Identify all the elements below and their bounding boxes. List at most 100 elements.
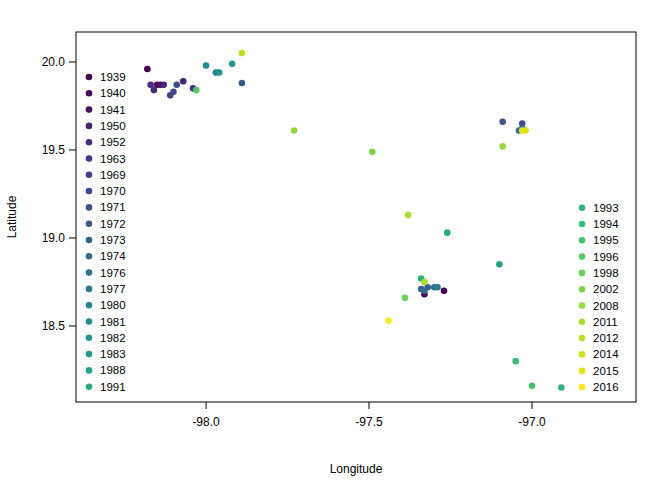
points: [144, 50, 565, 391]
y-tick: [69, 61, 76, 62]
legend-label: 1939: [100, 71, 126, 83]
legend-label: 1994: [593, 218, 619, 230]
point: [147, 82, 154, 89]
legend-swatch: [86, 172, 93, 179]
point: [405, 212, 412, 219]
legend-label: 1940: [100, 87, 126, 99]
point: [385, 317, 392, 324]
plot-frame: [76, 32, 636, 402]
legend-label: 1980: [100, 299, 126, 311]
legend-label: 1971: [100, 201, 126, 213]
point: [369, 148, 376, 155]
legend-label: 2008: [593, 300, 619, 312]
point: [170, 89, 177, 96]
y-axis-label: Latitude: [5, 195, 19, 238]
legend-label: 2011: [593, 316, 618, 328]
y-tick: [69, 325, 76, 326]
point: [421, 279, 428, 286]
y-tick-label: 19.0: [42, 231, 66, 245]
x-tick: [369, 402, 370, 409]
legend-label: 1988: [100, 364, 126, 376]
x-tick-label: -97.5: [355, 415, 383, 429]
legend-swatch: [86, 74, 93, 81]
y-tick: [69, 237, 76, 238]
legend-swatch: [579, 367, 586, 374]
legend-label: 2014: [593, 348, 619, 360]
point: [402, 294, 409, 301]
legend-swatch: [579, 253, 586, 260]
legend-label: 1974: [100, 250, 126, 262]
legend-swatch: [579, 221, 586, 228]
y-tick-label: 18.5: [42, 319, 66, 333]
legend-swatch: [86, 106, 93, 113]
point: [421, 287, 428, 294]
x-tick-label: -98.0: [192, 415, 220, 429]
point: [499, 118, 506, 125]
legend-swatch: [579, 237, 586, 244]
legend-swatch: [86, 188, 93, 195]
legend-swatch: [86, 90, 93, 97]
legend-label: 1998: [593, 267, 619, 279]
legend-label: 2012: [593, 332, 619, 344]
point: [434, 284, 441, 291]
point: [441, 287, 448, 294]
legend-label: 1941: [100, 104, 126, 116]
point: [512, 358, 519, 365]
point: [519, 127, 526, 134]
legend-swatch: [579, 270, 586, 277]
point: [529, 383, 536, 390]
legend-label: 1976: [100, 267, 126, 279]
point: [239, 80, 246, 87]
point: [499, 143, 506, 150]
legend-label: 1982: [100, 332, 126, 344]
legend-swatch: [579, 204, 586, 211]
legend-swatch: [86, 155, 93, 162]
legend-swatch: [579, 302, 586, 309]
legend-label: 1996: [593, 251, 619, 263]
legend-swatch: [86, 367, 93, 374]
legend-label: 1952: [100, 136, 126, 148]
chart: -98.0-97.5-97.018.519.019.520.0Longitude…: [0, 0, 672, 480]
legend-label: 2016: [593, 381, 619, 393]
legend-swatch: [86, 383, 93, 390]
legend-swatch: [86, 204, 93, 211]
legend-label: 1970: [100, 185, 126, 197]
point: [496, 261, 503, 268]
point: [444, 229, 451, 236]
x-axis-label: Longitude: [330, 462, 383, 476]
point: [216, 69, 223, 76]
point: [229, 60, 236, 67]
legend-label: 1969: [100, 169, 126, 181]
point: [144, 66, 151, 73]
legend-swatch: [86, 318, 93, 325]
legend-swatch: [86, 286, 93, 293]
legend-swatch: [86, 123, 93, 130]
legend-label: 1981: [100, 316, 126, 328]
legend-swatch: [86, 335, 93, 342]
x-tick: [532, 402, 533, 409]
legend-label: 1972: [100, 218, 126, 230]
legend-label: 1963: [100, 153, 126, 165]
point: [173, 82, 180, 89]
legend-label: 1991: [100, 381, 126, 393]
point: [180, 78, 187, 85]
x-tick-label: -97.0: [518, 415, 546, 429]
legend-label: 1993: [593, 202, 619, 214]
legend-label: 1973: [100, 234, 126, 246]
legend-swatch: [86, 220, 93, 227]
legend-swatch: [579, 319, 586, 326]
legend-swatch: [86, 351, 93, 358]
legend-swatch: [86, 269, 93, 276]
legend-swatch: [86, 139, 93, 146]
legend-swatch: [579, 286, 586, 293]
point: [291, 127, 298, 134]
legend-swatch: [579, 351, 586, 358]
legend-swatch: [86, 302, 93, 309]
point: [193, 87, 200, 94]
legend-swatch: [579, 384, 586, 391]
legend-label: 1950: [100, 120, 126, 132]
y-tick-label: 20.0: [42, 55, 66, 69]
point: [239, 50, 246, 57]
legend-label: 1983: [100, 348, 126, 360]
point: [160, 82, 167, 89]
